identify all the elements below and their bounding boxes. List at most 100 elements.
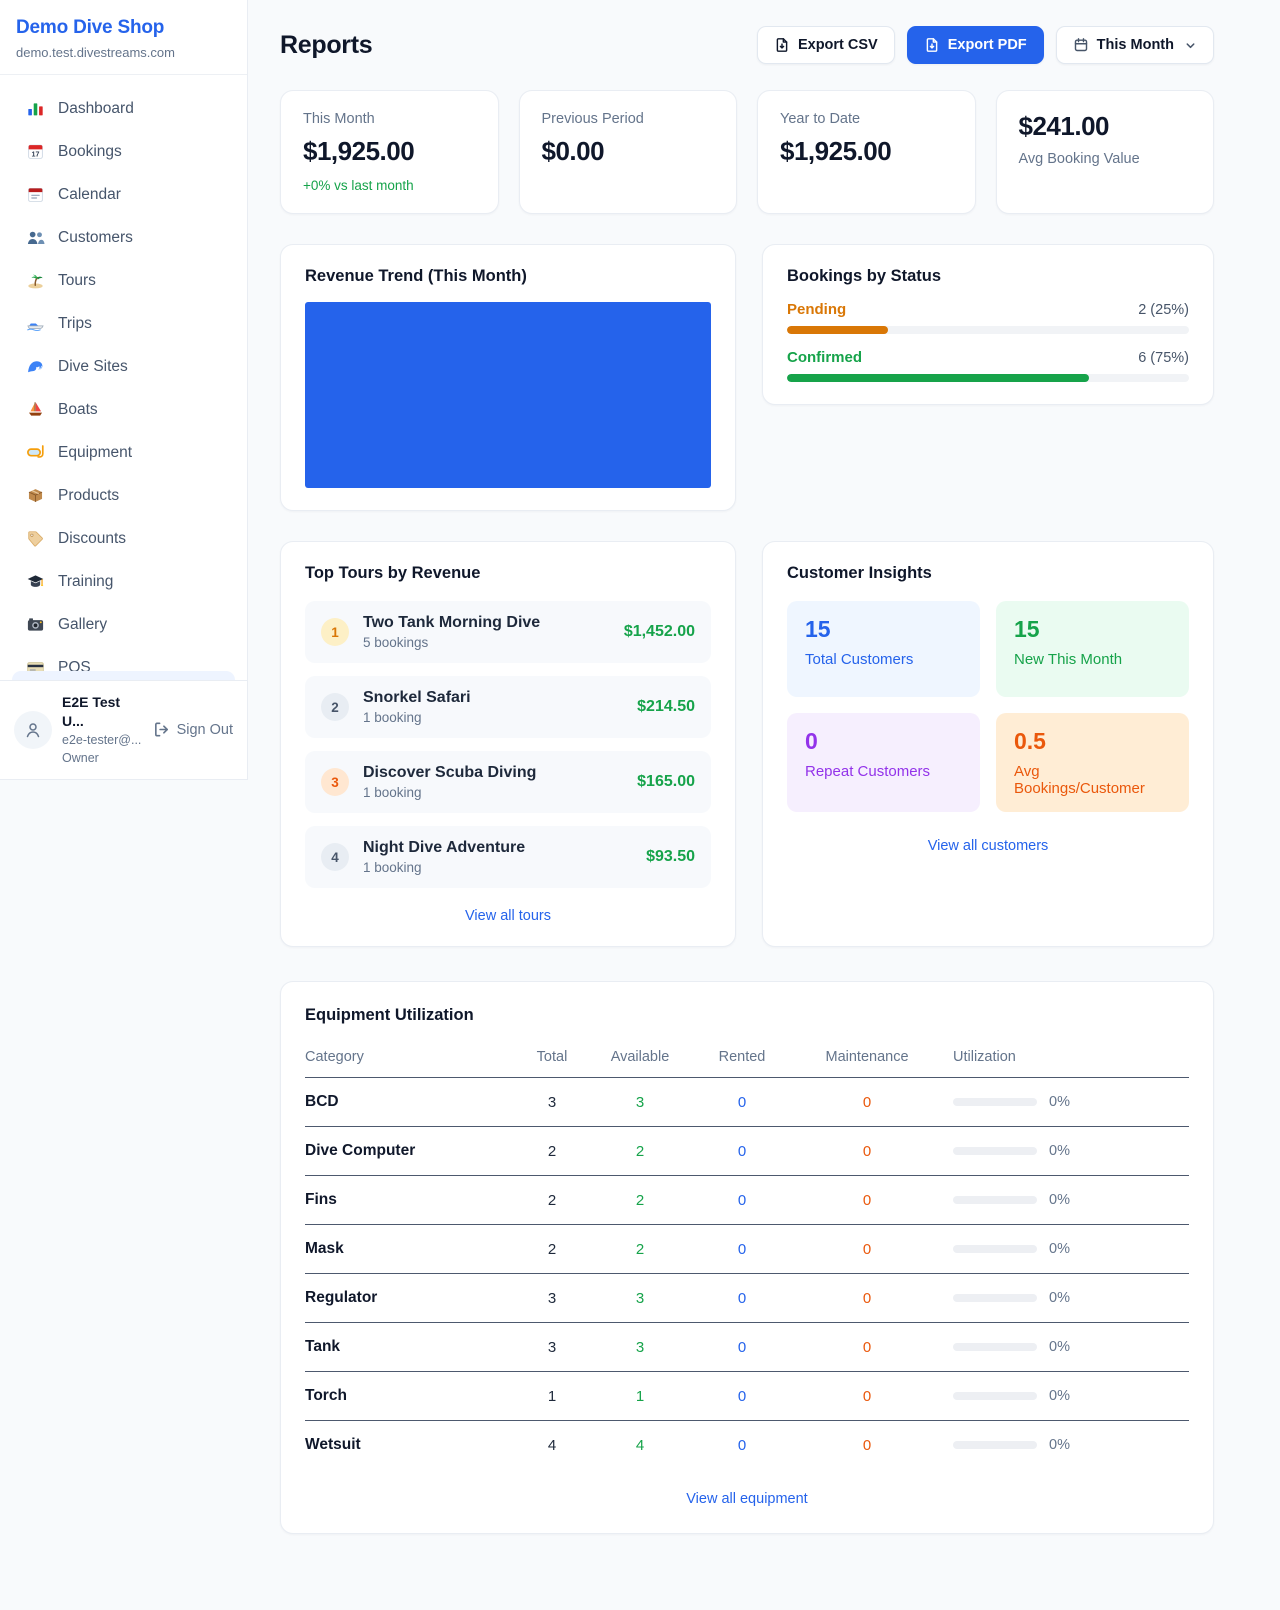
export-csv-label: Export CSV: [797, 37, 878, 53]
stat-value: $0.00: [541, 136, 605, 166]
sign-out-button[interactable]: Sign Out: [153, 721, 233, 738]
utilization-percent: 0%: [1049, 1143, 1070, 1159]
tour-revenue: $93.50: [646, 848, 695, 865]
user-email: e2e-tester@...: [62, 733, 142, 747]
equipment-available: 1: [599, 1371, 681, 1421]
sidebar-item-tours[interactable]: Tours: [0, 259, 247, 302]
training-icon: [26, 572, 45, 591]
insight-label: Avg Bookings/Customer: [1014, 763, 1145, 797]
equipment-maintenance: 0: [803, 1371, 931, 1421]
file-download-icon: [924, 37, 940, 53]
view-all-equipment-link[interactable]: View all equipment: [305, 1491, 1189, 1507]
equipment-table-row: Dive Computer 2 2 0 0 0%: [305, 1126, 1189, 1176]
sign-out-icon: [153, 721, 170, 738]
view-all-tours-link[interactable]: View all tours: [305, 908, 711, 924]
sidebar-item-training[interactable]: Training: [0, 560, 247, 603]
stat-label: Year to Date: [780, 111, 861, 127]
status-label: Confirmed: [787, 349, 862, 366]
equipment-table-row: Torch 1 1 0 0 0%: [305, 1371, 1189, 1421]
brand-link[interactable]: Demo Dive Shop: [16, 17, 165, 38]
sidebar-item-label: Customers: [58, 228, 133, 246]
period-select[interactable]: This Month: [1055, 26, 1214, 64]
sidebar-item-gallery[interactable]: Gallery: [0, 603, 247, 646]
sidebar-item-pos[interactable]: POS: [0, 646, 247, 671]
sidebar-item-boats[interactable]: Boats: [0, 388, 247, 431]
equipment-available: 2: [599, 1175, 681, 1225]
stat-label: Previous Period: [541, 111, 644, 127]
export-pdf-button[interactable]: Export PDF: [906, 26, 1044, 64]
dive-sites-icon: [26, 357, 45, 376]
tour-rank-badge: 1: [321, 618, 349, 646]
equipment-rented: 0: [681, 1273, 803, 1323]
tour-bookings: 1 booking: [363, 860, 422, 875]
utilization-bar-track: [953, 1441, 1037, 1449]
tour-bookings: 1 booking: [363, 710, 422, 725]
sidebar-item-trips[interactable]: Trips: [0, 302, 247, 345]
sidebar-item-label: POS: [58, 658, 91, 671]
chevron-down-icon: [1184, 39, 1197, 52]
sidebar-item-dive-sites[interactable]: Dive Sites: [0, 345, 247, 388]
sidebar-item-products[interactable]: Products: [0, 474, 247, 517]
sidebar-item-calendar[interactable]: Calendar: [0, 173, 247, 216]
tour-row: 3 Discover Scuba Diving 1 booking $165.0…: [305, 751, 711, 813]
revenue-trend-title: Revenue Trend (This Month): [305, 267, 527, 285]
sidebar-item-dashboard[interactable]: Dashboard: [0, 87, 247, 130]
insight-tile: 15 New This Month: [996, 601, 1189, 697]
page-title: Reports: [280, 30, 373, 59]
page-header: Reports Export CSV Export PDF This Month: [280, 26, 1214, 64]
sidebar-item-customers[interactable]: Customers: [0, 216, 247, 259]
export-csv-button[interactable]: Export CSV: [756, 26, 895, 64]
sidebar-item-bookings[interactable]: 17 Bookings: [0, 130, 247, 173]
stat-card: Year to Date $1,925.00: [757, 90, 976, 214]
stat-cards-row: This Month $1,925.00 +0% vs last month P…: [280, 90, 1214, 214]
status-row: Confirmed 6 (75%): [787, 349, 1189, 382]
stat-delta: +0% vs last month: [303, 178, 414, 193]
sidebar-item-discounts[interactable]: Discounts: [0, 517, 247, 560]
sidebar-item-label: Calendar: [58, 185, 121, 203]
user-role: Owner: [62, 750, 99, 765]
insight-value: 0: [805, 728, 818, 754]
tour-row: 1 Two Tank Morning Dive 5 bookings $1,45…: [305, 601, 711, 663]
sidebar-item-equipment[interactable]: Equipment: [0, 431, 247, 474]
equipment-table-row: Mask 2 2 0 0 0%: [305, 1224, 1189, 1274]
equipment-total: 2: [505, 1126, 599, 1176]
tour-bookings: 5 bookings: [363, 635, 429, 650]
utilization-bar-track: [953, 1147, 1037, 1155]
tour-bookings: 1 booking: [363, 785, 422, 800]
utilization-cell: 0%: [953, 1094, 1189, 1110]
view-all-customers-link[interactable]: View all customers: [787, 838, 1189, 854]
stat-value: $1,925.00: [303, 136, 415, 166]
utilization-percent: 0%: [1049, 1339, 1070, 1355]
sidebar-item-reports-active-partial[interactable]: [12, 670, 235, 680]
sidebar-item-label: Dive Sites: [58, 357, 128, 375]
status-bar-fill: [787, 326, 888, 334]
equipment-table-row: Fins 2 2 0 0 0%: [305, 1175, 1189, 1225]
column-header-rented: Rented: [681, 1041, 803, 1078]
equipment-rented: 0: [681, 1224, 803, 1274]
status-bar-track: [787, 326, 1189, 334]
boats-icon: [26, 400, 45, 419]
utilization-cell: 0%: [953, 1437, 1189, 1453]
sidebar-item-label: Tours: [58, 271, 96, 289]
insight-label: Repeat Customers: [805, 763, 931, 780]
status-bar-fill: [787, 374, 1089, 382]
sidebar-item-label: Dashboard: [58, 99, 134, 117]
equipment-maintenance: 0: [862, 1436, 872, 1454]
equipment-total: 2: [505, 1175, 599, 1225]
status-count: 2 (25%): [1138, 302, 1189, 318]
dashboard-icon: [26, 99, 45, 118]
equipment-table-header: Category Total Available Rented Maintena…: [305, 1041, 1189, 1078]
equipment-category: Wetsuit: [305, 1436, 361, 1453]
equipment-total: 4: [547, 1436, 557, 1454]
discounts-icon: [26, 529, 45, 548]
top-tours-card: Top Tours by Revenue 1 Two Tank Morning …: [280, 541, 736, 947]
column-header-category: Category: [305, 1041, 505, 1078]
bookings-icon: 17: [26, 142, 45, 161]
sidebar-nav: Dashboard 17 Bookings Calendar Customers…: [0, 75, 247, 671]
utilization-cell: 0%: [953, 1241, 1189, 1257]
header-actions: Export CSV Export PDF This Month: [756, 26, 1214, 64]
insight-tile: 15 Total Customers: [787, 601, 980, 697]
equipment-total: 1: [505, 1371, 599, 1421]
top-tours-title: Top Tours by Revenue: [305, 564, 481, 582]
utilization-bar-track: [953, 1392, 1037, 1400]
